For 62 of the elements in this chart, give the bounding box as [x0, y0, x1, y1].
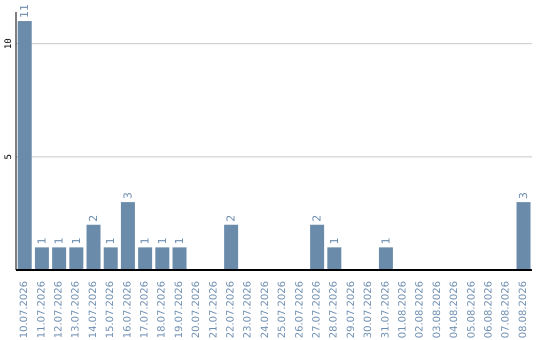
bar — [104, 247, 118, 270]
data-label: 1 — [379, 237, 392, 244]
data-label: 2 — [310, 214, 324, 222]
x-tick-label: 02.08.2026 — [414, 281, 426, 338]
x-tick-label: 01.08.2026 — [398, 281, 408, 338]
x-tick-label: 12.07.2026 — [54, 281, 64, 338]
bar — [172, 247, 187, 270]
bar — [155, 247, 170, 270]
data-label: 3 — [517, 192, 530, 200]
x-tick-label: 07.08.2026 — [500, 281, 512, 338]
x-tick-label: 24.07.2026 — [260, 281, 271, 338]
y-tick-label: 5 — [4, 154, 14, 160]
data-label: 3 — [121, 192, 134, 200]
x-tick-label: 25.07.2026 — [277, 281, 288, 338]
data-label: 1 — [35, 237, 48, 244]
x-tick-label: 20.07.2026 — [191, 281, 202, 338]
bar — [34, 247, 49, 270]
x-tick-label: 04.08.2026 — [449, 281, 460, 338]
x-tick-label: 10.07.2026 — [19, 281, 30, 338]
x-tick-label: 19.07.2026 — [174, 281, 185, 338]
x-tick-label: 08.08.2026 — [518, 281, 529, 338]
x-tick-label: 14.07.2026 — [88, 281, 99, 338]
bar — [224, 224, 238, 270]
data-label: 1 — [328, 237, 341, 244]
x-tick-label: 03.08.2026 — [432, 281, 443, 338]
data-label: 1 — [138, 237, 152, 244]
bar — [120, 202, 135, 270]
bar — [52, 247, 66, 270]
x-tick-label: 21.07.2026 — [208, 281, 220, 338]
x-tick-label: 23.07.2026 — [242, 281, 254, 338]
x-tick-label: 31.07.2026 — [380, 281, 392, 338]
x-tick-label: 22.07.2026 — [226, 281, 236, 338]
x-tick-label: 15.07.2026 — [105, 281, 116, 338]
data-label: 1 — [52, 237, 66, 244]
x-tick-label: 30.07.2026 — [363, 281, 374, 338]
data-label: 1 — [70, 237, 83, 244]
data-label: 2 — [224, 214, 238, 222]
x-tick-label: 27.07.2026 — [312, 281, 322, 338]
data-label: 1 — [104, 237, 118, 244]
x-tick-label: 29.07.2026 — [346, 281, 357, 338]
bar — [327, 247, 342, 270]
x-tick-label: 06.08.2026 — [484, 281, 494, 338]
bar — [378, 247, 393, 270]
y-tick-label: 10 — [4, 38, 14, 50]
data-label: 11 — [18, 4, 32, 18]
x-tick-label: 11.07.2026 — [36, 281, 48, 338]
x-tick-label: 05.08.2026 — [466, 281, 478, 338]
x-tick-label: 18.07.2026 — [156, 281, 168, 338]
x-tick-label: 16.07.2026 — [122, 281, 134, 338]
data-label: 1 — [173, 237, 186, 244]
bar — [310, 224, 324, 270]
bar — [516, 202, 531, 270]
data-label: 1 — [156, 237, 169, 244]
data-label: 2 — [87, 214, 100, 222]
bar — [86, 224, 101, 270]
bar — [69, 247, 84, 270]
x-tick-label: 26.07.2026 — [294, 281, 306, 338]
bar — [138, 247, 152, 270]
x-tick-label: 28.07.2026 — [328, 281, 340, 338]
bar — [18, 21, 32, 270]
x-tick-label: 17.07.2026 — [140, 281, 150, 338]
x-tick-label: 13.07.2026 — [70, 281, 82, 338]
